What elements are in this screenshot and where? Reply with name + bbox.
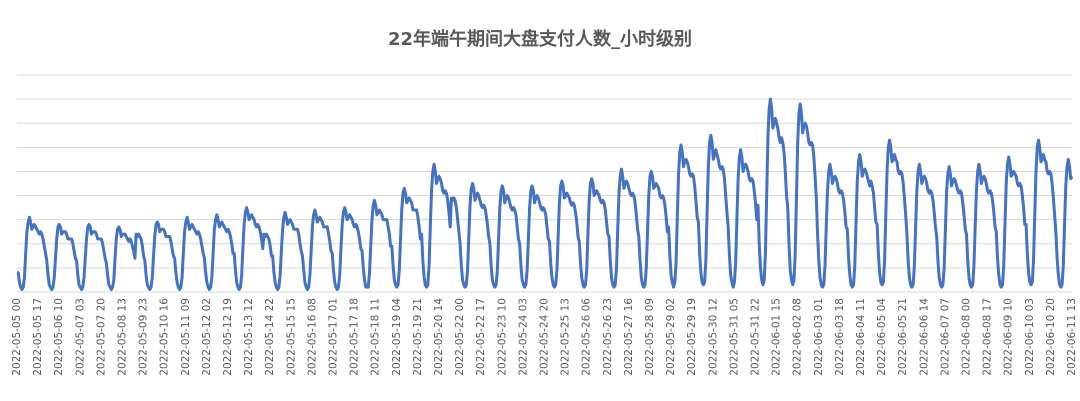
x-tick-label: 2022-06-03 18 [834, 298, 846, 376]
x-tick-label: 2022-05-07 03 [74, 298, 86, 376]
x-tick-label: 2022-05-24 20 [539, 298, 551, 376]
x-tick-label: 2022-05-20 14 [433, 298, 445, 376]
x-tick-label: 2022-05-29 02 [665, 298, 677, 376]
x-tick-label: 2022-05-23 10 [496, 298, 508, 376]
x-tick-label: 2022-06-11 13 [1066, 298, 1078, 376]
x-tick-label: 2022-05-08 13 [117, 298, 129, 376]
data-line [16, 97, 1074, 292]
x-tick-label: 2022-05-07 20 [95, 298, 107, 376]
x-tick-label: 2022-05-26 06 [581, 298, 593, 376]
x-tick-label: 2022-05-14 22 [264, 298, 276, 376]
x-tick-label: 2022-06-06 14 [918, 298, 930, 376]
x-tick-label: 2022-06-10 03 [1024, 298, 1036, 376]
x-tick-label: 2022-05-05 00 [11, 298, 23, 376]
x-tick-label: 2022-05-30 12 [707, 298, 719, 376]
x-tick-label: 2022-05-05 17 [32, 298, 44, 376]
x-tick-label: 2022-05-22 00 [454, 298, 466, 376]
x-tick-label: 2022-06-10 20 [1045, 298, 1057, 376]
x-tick-label: 2022-05-19 21 [412, 298, 424, 376]
x-tick-label: 2022-05-19 04 [391, 298, 403, 376]
x-tick-label: 2022-05-29 19 [686, 298, 698, 376]
x-tick-label: 2022-05-12 02 [201, 298, 213, 376]
x-tick-label: 2022-05-15 15 [285, 298, 297, 376]
x-tick-label: 2022-05-25 13 [560, 298, 572, 376]
x-tick-label: 2022-05-17 01 [328, 298, 340, 376]
x-tick-label: 2022-05-22 17 [475, 298, 487, 376]
x-tick-label: 2022-06-03 01 [813, 298, 825, 376]
x-tick-label: 2022-06-07 07 [939, 298, 951, 376]
x-tick-label: 2022-05-09 23 [138, 298, 150, 376]
x-tick-label: 2022-05-27 16 [623, 298, 635, 376]
x-tick-label: 2022-05-12 19 [222, 298, 234, 376]
x-tick-label: 2022-05-31 05 [728, 298, 740, 376]
x-tick-label: 2022-05-11 09 [180, 298, 192, 376]
x-tick-label: 2022-06-01 15 [771, 298, 783, 376]
x-tick-label: 2022-05-31 22 [750, 298, 762, 376]
x-tick-label: 2022-05-18 11 [370, 298, 382, 376]
x-tick-label: 2022-05-06 10 [53, 298, 65, 376]
x-tick-label: 2022-06-04 11 [855, 298, 867, 376]
chart-title: 22年端午期间大盘支付人数_小时级别 [388, 28, 692, 50]
x-tick-label: 2022-06-08 00 [961, 298, 973, 376]
x-tick-label: 2022-05-26 23 [602, 298, 614, 376]
x-tick-label: 2022-05-24 03 [517, 298, 529, 376]
x-tick-label: 2022-06-05 21 [897, 298, 909, 376]
x-tick-label: 2022-06-05 04 [876, 298, 888, 376]
x-tick-label: 2022-06-02 08 [792, 298, 804, 376]
x-tick-label: 2022-05-10 16 [159, 298, 171, 376]
x-tick-label: 2022-06-09 10 [1003, 298, 1015, 376]
x-tick-label: 2022-05-17 18 [349, 298, 361, 376]
x-tick-label: 2022-05-16 08 [306, 298, 318, 376]
x-tick-label: 2022-05-13 12 [243, 298, 255, 376]
x-tick-label: 2022-06-08 17 [982, 298, 994, 376]
x-tick-label: 2022-05-28 09 [644, 298, 656, 376]
